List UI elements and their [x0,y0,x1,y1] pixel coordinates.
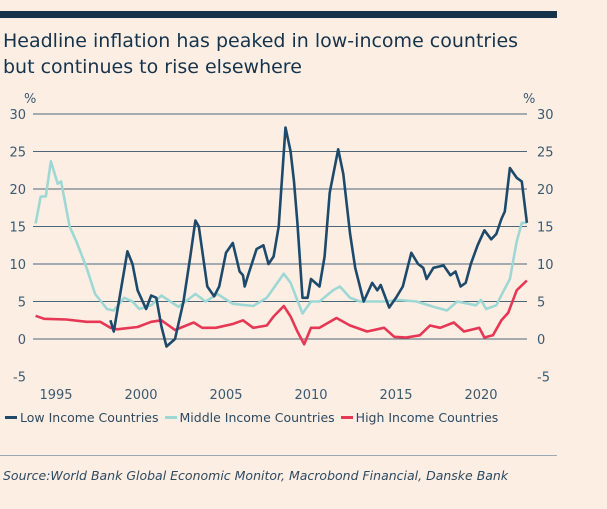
legend: Low Income Countries Middle Income Countr… [5,410,498,425]
title-line-2: but continues to rise elsewhere [3,56,302,78]
y-tick-right: 30 [537,108,554,123]
y-unit-right: % [523,92,535,107]
divider [0,455,557,456]
legend-label: High Income Countries [355,410,499,425]
legend-swatch [5,416,17,419]
x-tick: 2005 [209,388,242,400]
title-line-1: Headline inflation has peaked in low-inc… [3,30,519,52]
y-tick-left: 15 [9,221,26,236]
y-tick-right: 20 [537,183,554,198]
y-tick-right: 5 [537,296,545,311]
legend-swatch [164,416,177,419]
y-tick-right: 10 [537,258,554,273]
y-tick-left: -5 [13,371,26,386]
y-tick-right: 0 [537,333,545,348]
legend-item: Low Income Countries [5,410,159,425]
y-tick-left: 30 [9,108,26,123]
x-tick: 2015 [379,388,412,400]
y-tick-left: 25 [9,146,26,161]
series-line-1 [34,160,527,315]
legend-label: Low Income Countries [20,410,159,425]
y-unit-left: % [24,92,36,107]
x-tick: 2000 [124,388,157,400]
legend-swatch [340,416,353,419]
x-tick: 2020 [464,388,497,400]
y-tick-left: 10 [9,258,26,273]
series-line-2 [35,279,528,346]
y-tick-left: 20 [9,183,26,198]
y-tick-right: -5 [537,371,550,386]
legend-item: High Income Countries [340,410,499,425]
y-tick-left: 5 [18,296,26,311]
source-note: Source:World Bank Global Economic Monito… [3,468,509,483]
y-tick-right: 25 [537,146,554,161]
series-line-0 [109,126,529,348]
y-tick-left: 0 [18,333,26,348]
y-tick-right: 15 [537,221,554,236]
x-tick: 1995 [39,388,72,400]
top-bar [0,11,557,18]
legend-label: Middle Income Countries [179,410,335,425]
legend-item: Middle Income Countries [164,410,335,425]
chart-title: Headline inflation has peaked in low-inc… [3,28,518,80]
x-tick: 2010 [294,388,327,400]
